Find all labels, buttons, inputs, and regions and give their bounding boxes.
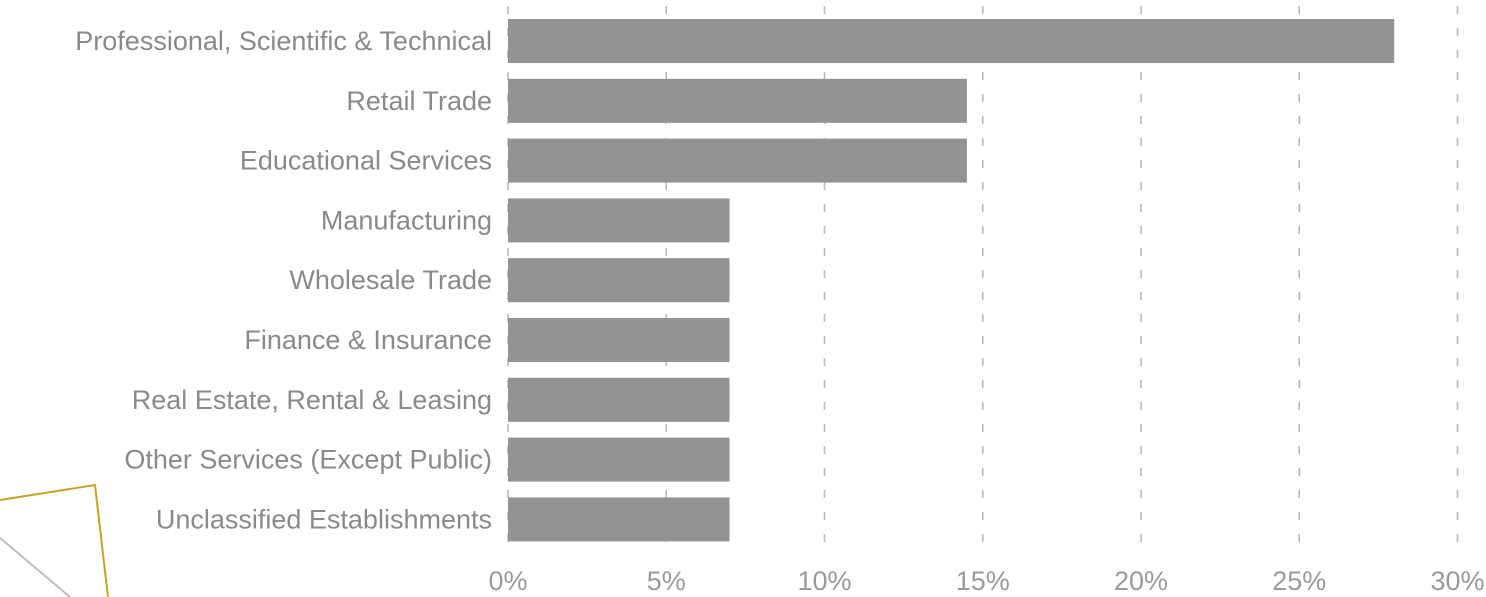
category-label: Educational Services bbox=[240, 146, 492, 176]
bar bbox=[508, 78, 967, 123]
x-tick-label: 15% bbox=[956, 566, 1010, 596]
x-tick-label: 25% bbox=[1272, 566, 1326, 596]
x-axis-tick-labels: 0% 5% 10% 15% 20% 25% 30% bbox=[488, 566, 1484, 596]
category-label: Other Services (Except Public) bbox=[124, 445, 492, 475]
category-label: Retail Trade bbox=[346, 86, 492, 116]
category-label: Manufacturing bbox=[321, 205, 492, 235]
category-label: Wholesale Trade bbox=[289, 265, 492, 295]
x-tick-label: 0% bbox=[488, 566, 527, 596]
category-label: Unclassified Establishments bbox=[156, 504, 492, 534]
category-label: Real Estate, Rental & Leasing bbox=[132, 385, 492, 415]
category-labels: Professional, Scientific & Technical Reta… bbox=[75, 26, 492, 534]
corner-decoration bbox=[0, 483, 109, 597]
bar bbox=[508, 497, 730, 542]
x-tick-label: 30% bbox=[1430, 566, 1484, 596]
x-tick-label: 5% bbox=[647, 566, 686, 596]
bar bbox=[508, 19, 1395, 63]
bar bbox=[508, 198, 730, 243]
grey-diagonal-line bbox=[0, 537, 71, 597]
gold-outline-shape bbox=[0, 483, 109, 597]
bar bbox=[508, 377, 730, 422]
category-label: Finance & Insurance bbox=[244, 325, 492, 355]
category-label: Professional, Scientific & Technical bbox=[75, 26, 492, 56]
bar bbox=[508, 318, 730, 362]
bar bbox=[508, 138, 967, 183]
bars bbox=[508, 19, 1395, 542]
bar bbox=[508, 437, 730, 482]
x-tick-label: 20% bbox=[1114, 566, 1168, 596]
bar bbox=[508, 258, 730, 303]
x-tick-label: 10% bbox=[797, 566, 851, 596]
